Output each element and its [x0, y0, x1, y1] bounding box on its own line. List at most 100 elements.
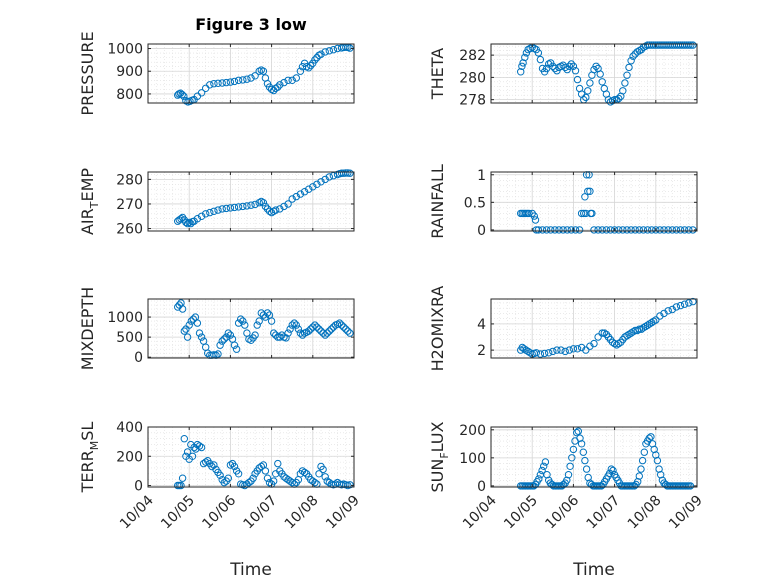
panel-2: 278 280 282 THETA — [428, 41, 698, 109]
data-point — [178, 474, 187, 482]
data-point — [270, 477, 278, 485]
y-tick-label: 0 — [477, 223, 486, 239]
y-tick-label: 1 — [477, 168, 486, 184]
data-point — [637, 465, 645, 473]
y-tick-label: 270 — [116, 197, 143, 213]
data-point — [178, 90, 186, 99]
data-point — [569, 345, 578, 353]
data-point — [337, 321, 346, 329]
data-point — [185, 218, 193, 227]
data-point — [321, 473, 329, 481]
data-point — [586, 342, 594, 350]
data-point — [342, 169, 350, 177]
data-point — [615, 94, 623, 103]
data-point — [319, 465, 327, 474]
data-point — [239, 317, 247, 325]
data-point — [239, 202, 247, 211]
data-point — [555, 226, 563, 234]
y-tick-label: 800 — [116, 87, 143, 103]
data-point — [247, 201, 255, 209]
data-point — [315, 470, 323, 478]
data-point — [218, 205, 226, 213]
data-point — [568, 454, 576, 462]
y-axis-label: TERRMSL — [78, 422, 101, 494]
data-point — [566, 462, 574, 470]
data-point — [232, 345, 241, 353]
data-point — [627, 57, 635, 65]
data-point — [668, 226, 676, 234]
data-point — [327, 325, 335, 333]
data-point — [286, 325, 294, 333]
data-point — [305, 327, 313, 335]
y-tick-label: 282 — [459, 48, 486, 64]
data-point — [251, 331, 259, 339]
data-point — [305, 64, 313, 72]
y-axis-label: SUNFLUX — [428, 421, 451, 492]
data-point — [635, 226, 643, 234]
data-point — [195, 329, 204, 337]
data-point — [629, 52, 637, 60]
data-point — [292, 74, 300, 82]
data-point — [325, 47, 333, 55]
data-point — [623, 71, 631, 79]
data-point — [685, 41, 693, 49]
data-point — [615, 339, 623, 348]
data-point — [214, 350, 222, 358]
data-point — [243, 75, 251, 83]
data-point — [261, 467, 270, 475]
data-point — [633, 326, 641, 335]
data-point — [639, 226, 648, 234]
data-point — [222, 204, 231, 213]
data-point — [577, 440, 586, 448]
y-tick-label: 900 — [116, 64, 143, 80]
data-point — [536, 55, 545, 64]
data-point — [687, 41, 695, 49]
data-point — [598, 226, 606, 234]
panel-1: 800 900 1000 PRESSURE — [78, 31, 355, 116]
data-point — [346, 169, 354, 177]
data-point — [226, 461, 235, 469]
data-point — [230, 462, 239, 471]
data-point — [518, 62, 526, 71]
data-point — [180, 435, 189, 443]
data-point — [596, 70, 604, 78]
data-point — [317, 50, 325, 58]
data-point — [220, 335, 228, 343]
data-point — [261, 202, 270, 211]
figure-title: Figure 3 low — [195, 15, 307, 34]
data-point — [582, 346, 590, 354]
data-point — [535, 475, 543, 483]
data-point — [625, 63, 633, 72]
y-tick-label: 280 — [116, 172, 143, 188]
data-point — [623, 226, 631, 234]
data-point — [234, 470, 243, 478]
data-point — [342, 325, 350, 333]
data-point — [564, 471, 573, 479]
data-point — [311, 56, 319, 64]
data-point — [613, 341, 621, 349]
data-point — [656, 226, 664, 234]
panel-3: 260 270 280 AIRTEMP — [78, 168, 355, 238]
data-point — [321, 331, 329, 339]
data-point — [573, 345, 582, 353]
data-point — [606, 226, 615, 234]
data-point — [263, 309, 272, 317]
data-point — [226, 331, 235, 339]
data-point — [251, 200, 259, 209]
data-point — [257, 462, 265, 471]
data-point — [214, 79, 222, 88]
data-point — [300, 468, 309, 477]
y-tick-label: 500 — [116, 330, 143, 346]
data-point — [329, 46, 338, 54]
data-point — [650, 317, 658, 325]
data-point — [288, 478, 296, 487]
data-point — [183, 333, 192, 341]
data-point — [676, 226, 685, 234]
data-point — [247, 336, 255, 344]
data-point — [274, 83, 282, 91]
y-tick-label: 4 — [477, 317, 486, 333]
data-point — [645, 320, 654, 328]
axes-box — [147, 426, 355, 488]
data-point — [193, 215, 202, 223]
data-point — [531, 216, 540, 224]
